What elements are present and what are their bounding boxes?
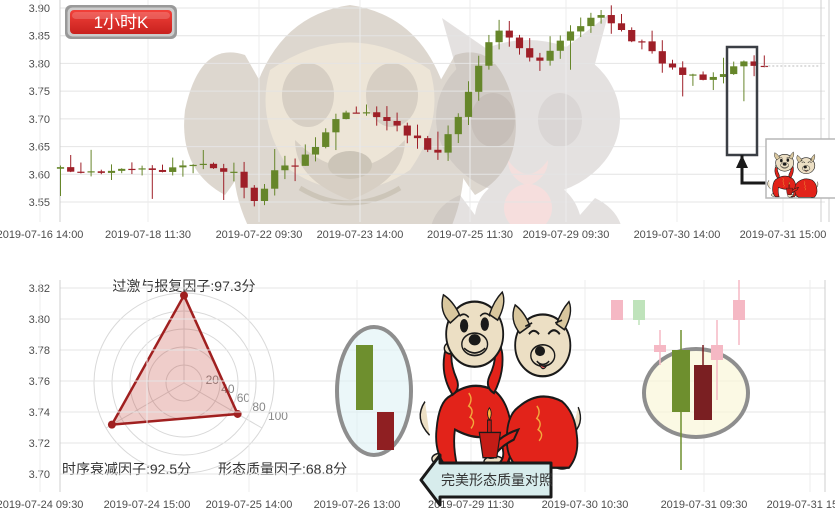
svg-text:2019-07-31 15:00: 2019-07-31 15:00	[767, 499, 835, 511]
svg-text:3.74: 3.74	[29, 407, 50, 419]
svg-text:2019-07-25 11:30: 2019-07-25 11:30	[427, 229, 513, 241]
svg-text:3.60: 3.60	[29, 169, 50, 181]
svg-text:1小时K: 1小时K	[94, 13, 149, 32]
svg-text:2019-07-16 14:00: 2019-07-16 14:00	[0, 229, 83, 241]
svg-text:3.70: 3.70	[29, 114, 50, 126]
svg-text:3.75: 3.75	[29, 86, 50, 98]
svg-text:2019-07-31 09:30: 2019-07-31 09:30	[661, 499, 748, 511]
svg-text:2019-07-30 14:00: 2019-07-30 14:00	[634, 229, 721, 241]
svg-text:2019-07-31 15:00: 2019-07-31 15:00	[740, 229, 827, 241]
svg-text:3.65: 3.65	[29, 142, 50, 154]
svg-text:时序衰减因子:92.5分: 时序衰减因子:92.5分	[62, 461, 191, 477]
svg-text:3.90: 3.90	[29, 3, 50, 15]
svg-text:3.55: 3.55	[29, 197, 50, 209]
svg-text:3.76: 3.76	[29, 376, 50, 388]
svg-text:3.80: 3.80	[29, 314, 50, 326]
svg-text:3.72: 3.72	[29, 438, 50, 450]
svg-text:2019-07-30 10:30: 2019-07-30 10:30	[542, 499, 629, 511]
svg-text:2019-07-24 15:00: 2019-07-24 15:00	[104, 499, 191, 511]
svg-text:3.80: 3.80	[29, 58, 50, 70]
svg-text:3.78: 3.78	[29, 345, 50, 357]
svg-text:完美形态质量对照: 完美形态质量对照	[441, 472, 553, 488]
svg-text:过激与报复因子:97.3分: 过激与报复因子:97.3分	[112, 278, 255, 294]
svg-text:2019-07-29 09:30: 2019-07-29 09:30	[523, 229, 610, 241]
svg-text:形态质量因子:68.8分: 形态质量因子:68.8分	[218, 461, 347, 477]
svg-text:100: 100	[268, 409, 288, 423]
svg-text:2019-07-22 09:30: 2019-07-22 09:30	[216, 229, 303, 241]
svg-text:3.85: 3.85	[29, 31, 50, 43]
svg-text:2019-07-25 14:00: 2019-07-25 14:00	[206, 499, 293, 511]
svg-text:2019-07-24 09:30: 2019-07-24 09:30	[0, 499, 83, 511]
svg-text:3.70: 3.70	[29, 469, 50, 481]
svg-text:2019-07-18 11:30: 2019-07-18 11:30	[105, 229, 191, 241]
svg-text:2019-07-26 13:00: 2019-07-26 13:00	[314, 499, 401, 511]
svg-text:60: 60	[237, 391, 251, 405]
svg-text:3.82: 3.82	[29, 283, 50, 295]
svg-text:2019-07-23 14:00: 2019-07-23 14:00	[317, 229, 404, 241]
